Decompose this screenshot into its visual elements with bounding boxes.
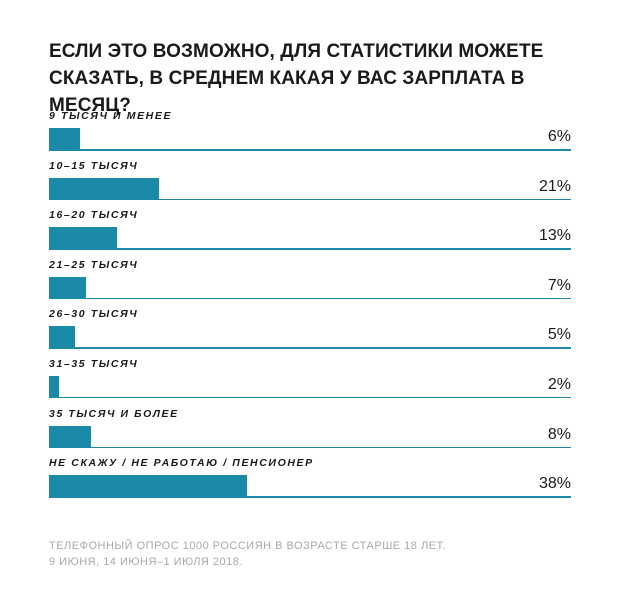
value-label: 2% bbox=[547, 375, 571, 393]
category-label: 21–25 ТЫСЯЧ bbox=[49, 258, 139, 271]
category-label: 10–15 ТЫСЯЧ bbox=[49, 159, 139, 172]
value-label: 8% bbox=[547, 425, 571, 443]
bar bbox=[49, 326, 76, 349]
category-label: 26–30 ТЫСЯЧ bbox=[49, 308, 139, 321]
bar-row: НЕ СКАЖУ / НЕ РАБОТАЮ / ПЕНСИОНЕР 38% bbox=[49, 455, 571, 505]
bar bbox=[49, 177, 159, 200]
category-label: 35 ТЫСЯЧ И БОЛЕЕ bbox=[49, 407, 179, 420]
bar bbox=[49, 276, 86, 299]
bar bbox=[49, 128, 81, 150]
value-label: 38% bbox=[538, 475, 571, 493]
bar-row: 26–30 ТЫСЯЧ 5% bbox=[49, 306, 571, 356]
bar-baseline bbox=[49, 347, 571, 349]
bar-baseline bbox=[49, 248, 571, 250]
bar-row: 31–35 ТЫСЯЧ 2% bbox=[49, 356, 571, 406]
category-label: 16–20 ТЫСЯЧ bbox=[49, 209, 139, 222]
bar-row: 10–15 ТЫСЯЧ 21% bbox=[49, 158, 571, 208]
bar-row: 9 ТЫСЯЧ И МЕНЕЕ 6% bbox=[49, 108, 571, 158]
bar bbox=[49, 375, 60, 398]
value-label: 21% bbox=[538, 177, 571, 195]
value-label: 13% bbox=[538, 227, 571, 245]
bar-baseline bbox=[49, 446, 571, 449]
category-label: 9 ТЫСЯЧ И МЕНЕЕ bbox=[49, 110, 173, 122]
bar-row: 35 ТЫСЯЧ И БОЛЕЕ 8% bbox=[49, 406, 571, 456]
category-label: 31–35 ТЫСЯЧ bbox=[49, 357, 139, 370]
footnote-line-2: 9 ИЮНЯ, 14 ИЮНЯ–1 ИЮЛЯ 2018. bbox=[49, 556, 243, 568]
chart-title: ЕСЛИ ЭТО ВОЗМОЖНО, ДЛЯ СТАТИСТИКИ МОЖЕТЕ… bbox=[49, 41, 544, 116]
category-label: НЕ СКАЖУ / НЕ РАБОТАЮ / ПЕНСИОНЕР bbox=[49, 457, 314, 470]
bar-baseline bbox=[49, 149, 571, 151]
value-label: 6% bbox=[547, 128, 571, 145]
bar-row: 21–25 ТЫСЯЧ 7% bbox=[49, 257, 571, 307]
bar bbox=[49, 227, 117, 250]
bar-baseline bbox=[49, 396, 571, 399]
bar-row: 16–20 ТЫСЯЧ 13% bbox=[49, 207, 571, 257]
bar bbox=[49, 475, 248, 498]
bar-rows: 9 ТЫСЯЧ И МЕНЕЕ 6% 10–15 ТЫСЯЧ 21% 16–20 ТЫС… bbox=[49, 108, 571, 505]
bar-baseline bbox=[49, 198, 571, 201]
value-label: 5% bbox=[547, 326, 571, 344]
footnote: ТЕЛЕФОННЫЙ ОПРОС 1000 РОССИЯН В ВОЗРАСТЕ… bbox=[49, 538, 569, 570]
bar-baseline bbox=[49, 496, 571, 498]
bar-baseline bbox=[49, 297, 571, 300]
bar bbox=[49, 425, 91, 448]
footnote-line-1: ТЕЛЕФОННЫЙ ОПРОС 1000 РОССИЯН В ВОЗРАСТЕ… bbox=[49, 540, 447, 552]
value-label: 7% bbox=[547, 276, 571, 294]
